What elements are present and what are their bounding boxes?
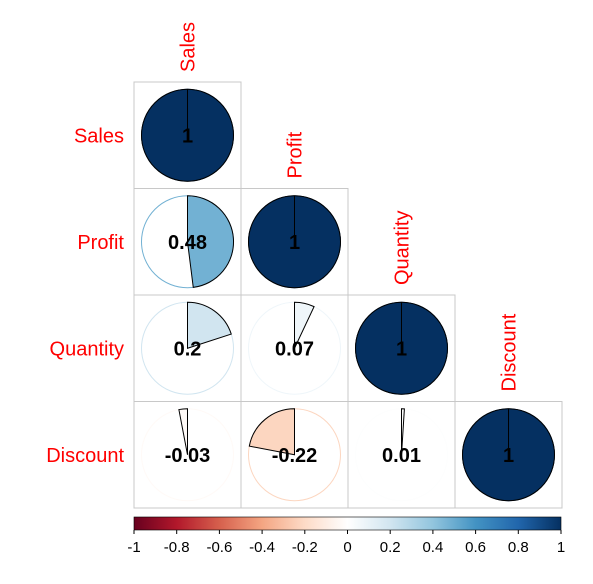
correlation-value-label: -0.03 (165, 445, 211, 467)
row-label-profit: Profit (77, 232, 124, 254)
col-label-sales: Sales (178, 22, 200, 72)
colorbar-tick-label: -1 (127, 539, 140, 556)
col-label-discount: Discount (499, 313, 521, 391)
colorbar: -1 -0.8 -0.6 -0.4 -0.2 0 0.2 0.4 0.6 0.8 1 (127, 517, 565, 556)
colorbar-gradient (134, 517, 561, 530)
correlation-value-label: 0.07 (275, 338, 314, 360)
col-label-quantity: Quantity (392, 211, 414, 285)
cell-sales-sales: 1 (134, 82, 241, 189)
cell-discount-discount: 1 (455, 402, 562, 509)
cell-discount-sales: -0.03 (134, 402, 241, 509)
correlation-value-label: 1 (289, 232, 300, 254)
col-label-profit: Profit (285, 131, 307, 178)
correlation-value-label: -0.22 (272, 445, 318, 467)
cell-quantity-profit: 0.07 (241, 295, 348, 402)
row-label-quantity: Quantity (50, 338, 124, 360)
cell-profit-sales: 0.48 (134, 189, 241, 296)
correlation-value-label: 0.48 (168, 232, 207, 254)
correlation-value-label: 1 (396, 338, 407, 360)
cell-quantity-sales: 0.2 (134, 295, 241, 402)
correlation-value-label: 1 (503, 445, 514, 467)
cells-layer: 1 0.48 1 0.2 0.07 1 -0.03 -0.22 0.01 1 (134, 82, 562, 508)
cell-profit-profit: 1 (241, 189, 348, 296)
colorbar-tick-label: -0.4 (249, 539, 275, 556)
colorbar-tick-label: -0.6 (206, 539, 232, 556)
correlation-value-label: 1 (182, 125, 193, 147)
colorbar-tick-label: 0.8 (508, 539, 529, 556)
cell-quantity-quantity: 1 (348, 295, 455, 402)
colorbar-tick-label: -0.2 (292, 539, 318, 556)
correlation-value-label: 0.01 (382, 445, 421, 467)
colorbar-tick-label: 0.2 (380, 539, 401, 556)
row-label-discount: Discount (46, 445, 124, 467)
cell-discount-quantity: 0.01 (348, 402, 455, 509)
colorbar-tick-label: 0.6 (465, 539, 486, 556)
colorbar-tick-label: -0.8 (164, 539, 190, 556)
correlation-value-label: 0.2 (174, 338, 202, 360)
row-label-sales: Sales (74, 125, 124, 147)
colorbar-tick-label: 1 (557, 539, 565, 556)
colorbar-tick-label: 0.4 (422, 539, 443, 556)
cell-discount-profit: -0.22 (241, 402, 348, 509)
colorbar-tick-label: 0 (343, 539, 351, 556)
